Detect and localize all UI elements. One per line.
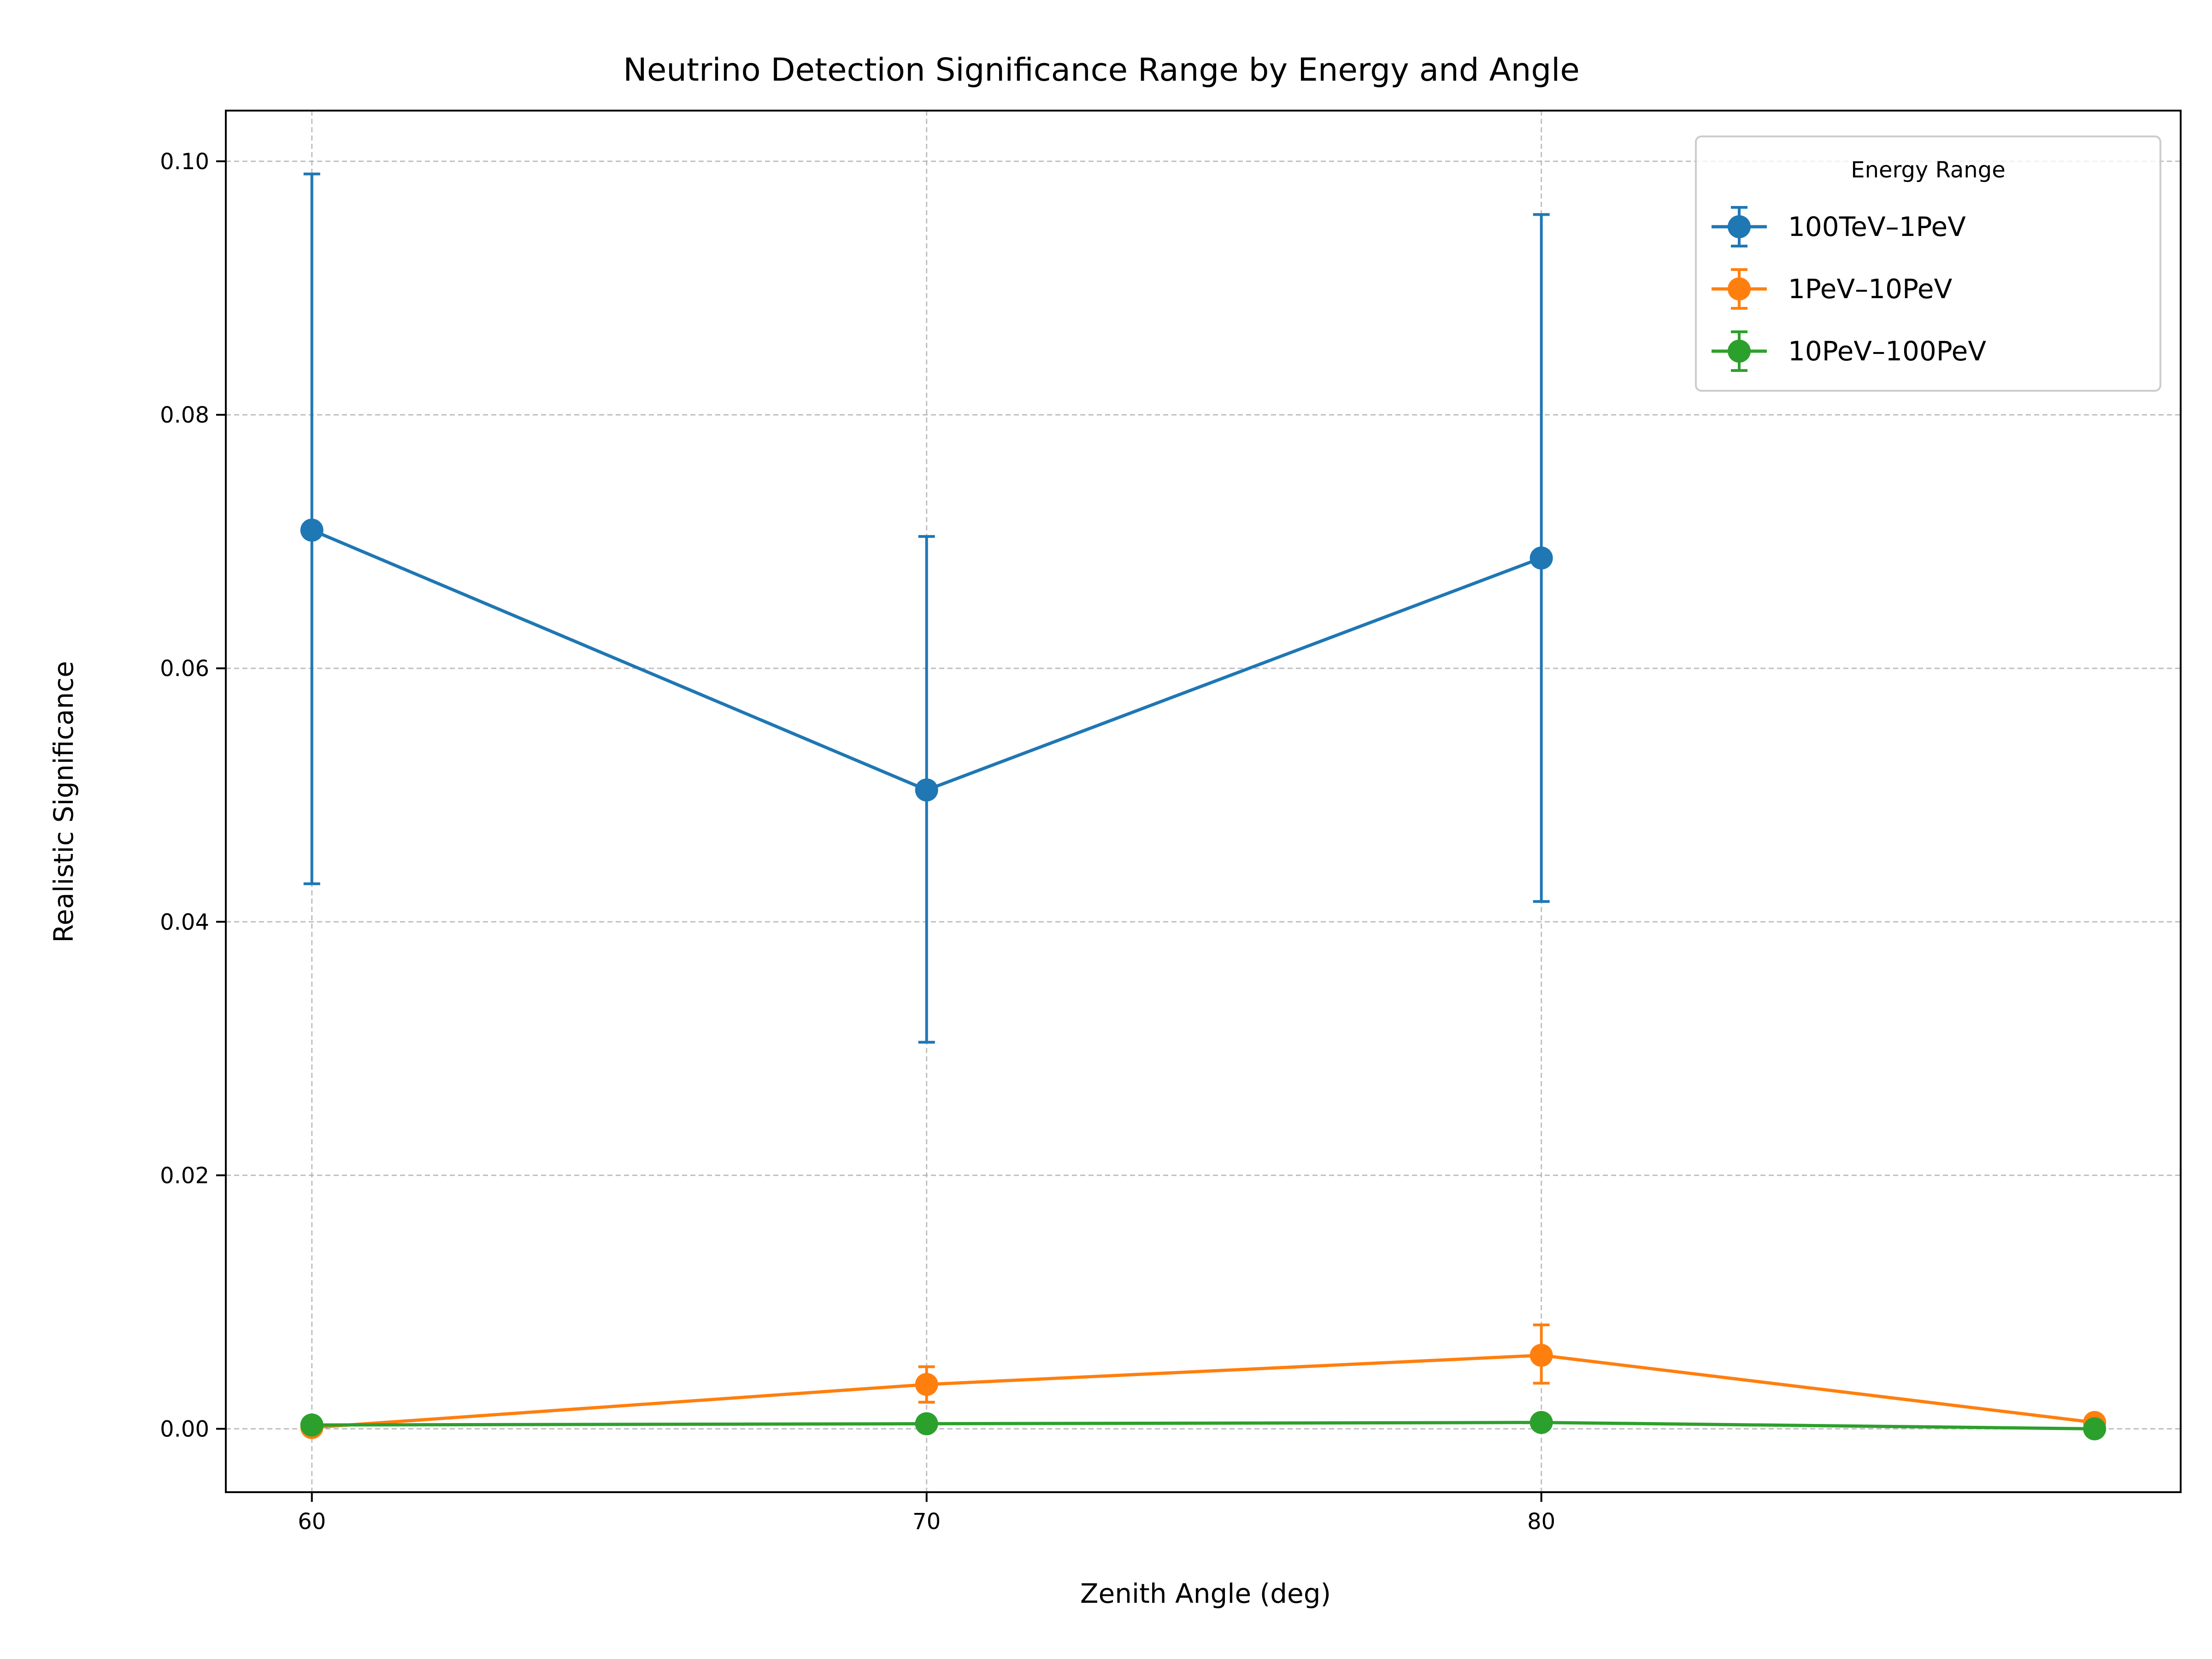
y-tick-label: 0.06 bbox=[160, 656, 209, 682]
series-layer bbox=[300, 172, 2106, 1441]
y-tick-label: 0.08 bbox=[160, 402, 209, 428]
y-tick-label: 0.02 bbox=[160, 1163, 209, 1188]
series-3 bbox=[300, 1411, 2106, 1441]
legend-marker bbox=[1728, 215, 1751, 238]
data-point bbox=[915, 778, 938, 802]
legend: Energy Range 100TeV–1PeV 1PeV–10PeV 10PeV–… bbox=[1695, 135, 2161, 392]
legend-label: 1PeV–10PeV bbox=[1788, 273, 1953, 305]
data-point bbox=[300, 518, 324, 542]
legend-entry: 1PeV–10PeV bbox=[1712, 268, 1953, 310]
series-line bbox=[312, 1353, 2095, 1430]
data-point bbox=[1530, 1343, 1553, 1367]
legend-entry: 10PeV–100PeV bbox=[1712, 330, 1986, 372]
series-line bbox=[312, 1421, 2095, 1430]
legend-entries: 100TeV–1PeV 1PeV–10PeV 10PeV–100PeV bbox=[1712, 206, 1986, 372]
legend-marker bbox=[1728, 277, 1751, 300]
data-point bbox=[300, 1413, 324, 1437]
legend-marker bbox=[1728, 340, 1751, 363]
chart-title: Neutrino Detection Significance Range by… bbox=[623, 52, 1580, 88]
data-point bbox=[2083, 1417, 2106, 1441]
ticks: 60 70 80 0.00 0.02 0.04 0.06 0.08 0.10 bbox=[160, 149, 1555, 1535]
legend-label: 100TeV–1PeV bbox=[1788, 211, 1966, 242]
data-point bbox=[1530, 1411, 1553, 1434]
series-1 bbox=[300, 172, 1553, 1044]
x-tick-label: 70 bbox=[912, 1509, 941, 1535]
x-tick-label: 80 bbox=[1527, 1509, 1555, 1535]
data-point bbox=[915, 1412, 938, 1435]
y-tick-label: 0.00 bbox=[160, 1416, 209, 1442]
x-axis-label: Zenith Angle (deg) bbox=[1080, 1578, 1331, 1609]
legend-entry: 100TeV–1PeV bbox=[1712, 206, 1966, 247]
legend-box bbox=[1695, 135, 2161, 392]
y-axis-label: Realistic Significance bbox=[48, 661, 79, 942]
legend-label: 10PeV–100PeV bbox=[1788, 335, 1986, 367]
legend-title: Energy Range bbox=[1851, 157, 2005, 183]
data-point bbox=[1530, 546, 1553, 570]
y-tick-label: 0.04 bbox=[160, 909, 209, 935]
y-tick-label: 0.10 bbox=[160, 149, 209, 175]
plot-frame bbox=[225, 110, 2182, 1493]
data-point bbox=[915, 1373, 938, 1396]
x-tick-label: 60 bbox=[298, 1509, 326, 1535]
